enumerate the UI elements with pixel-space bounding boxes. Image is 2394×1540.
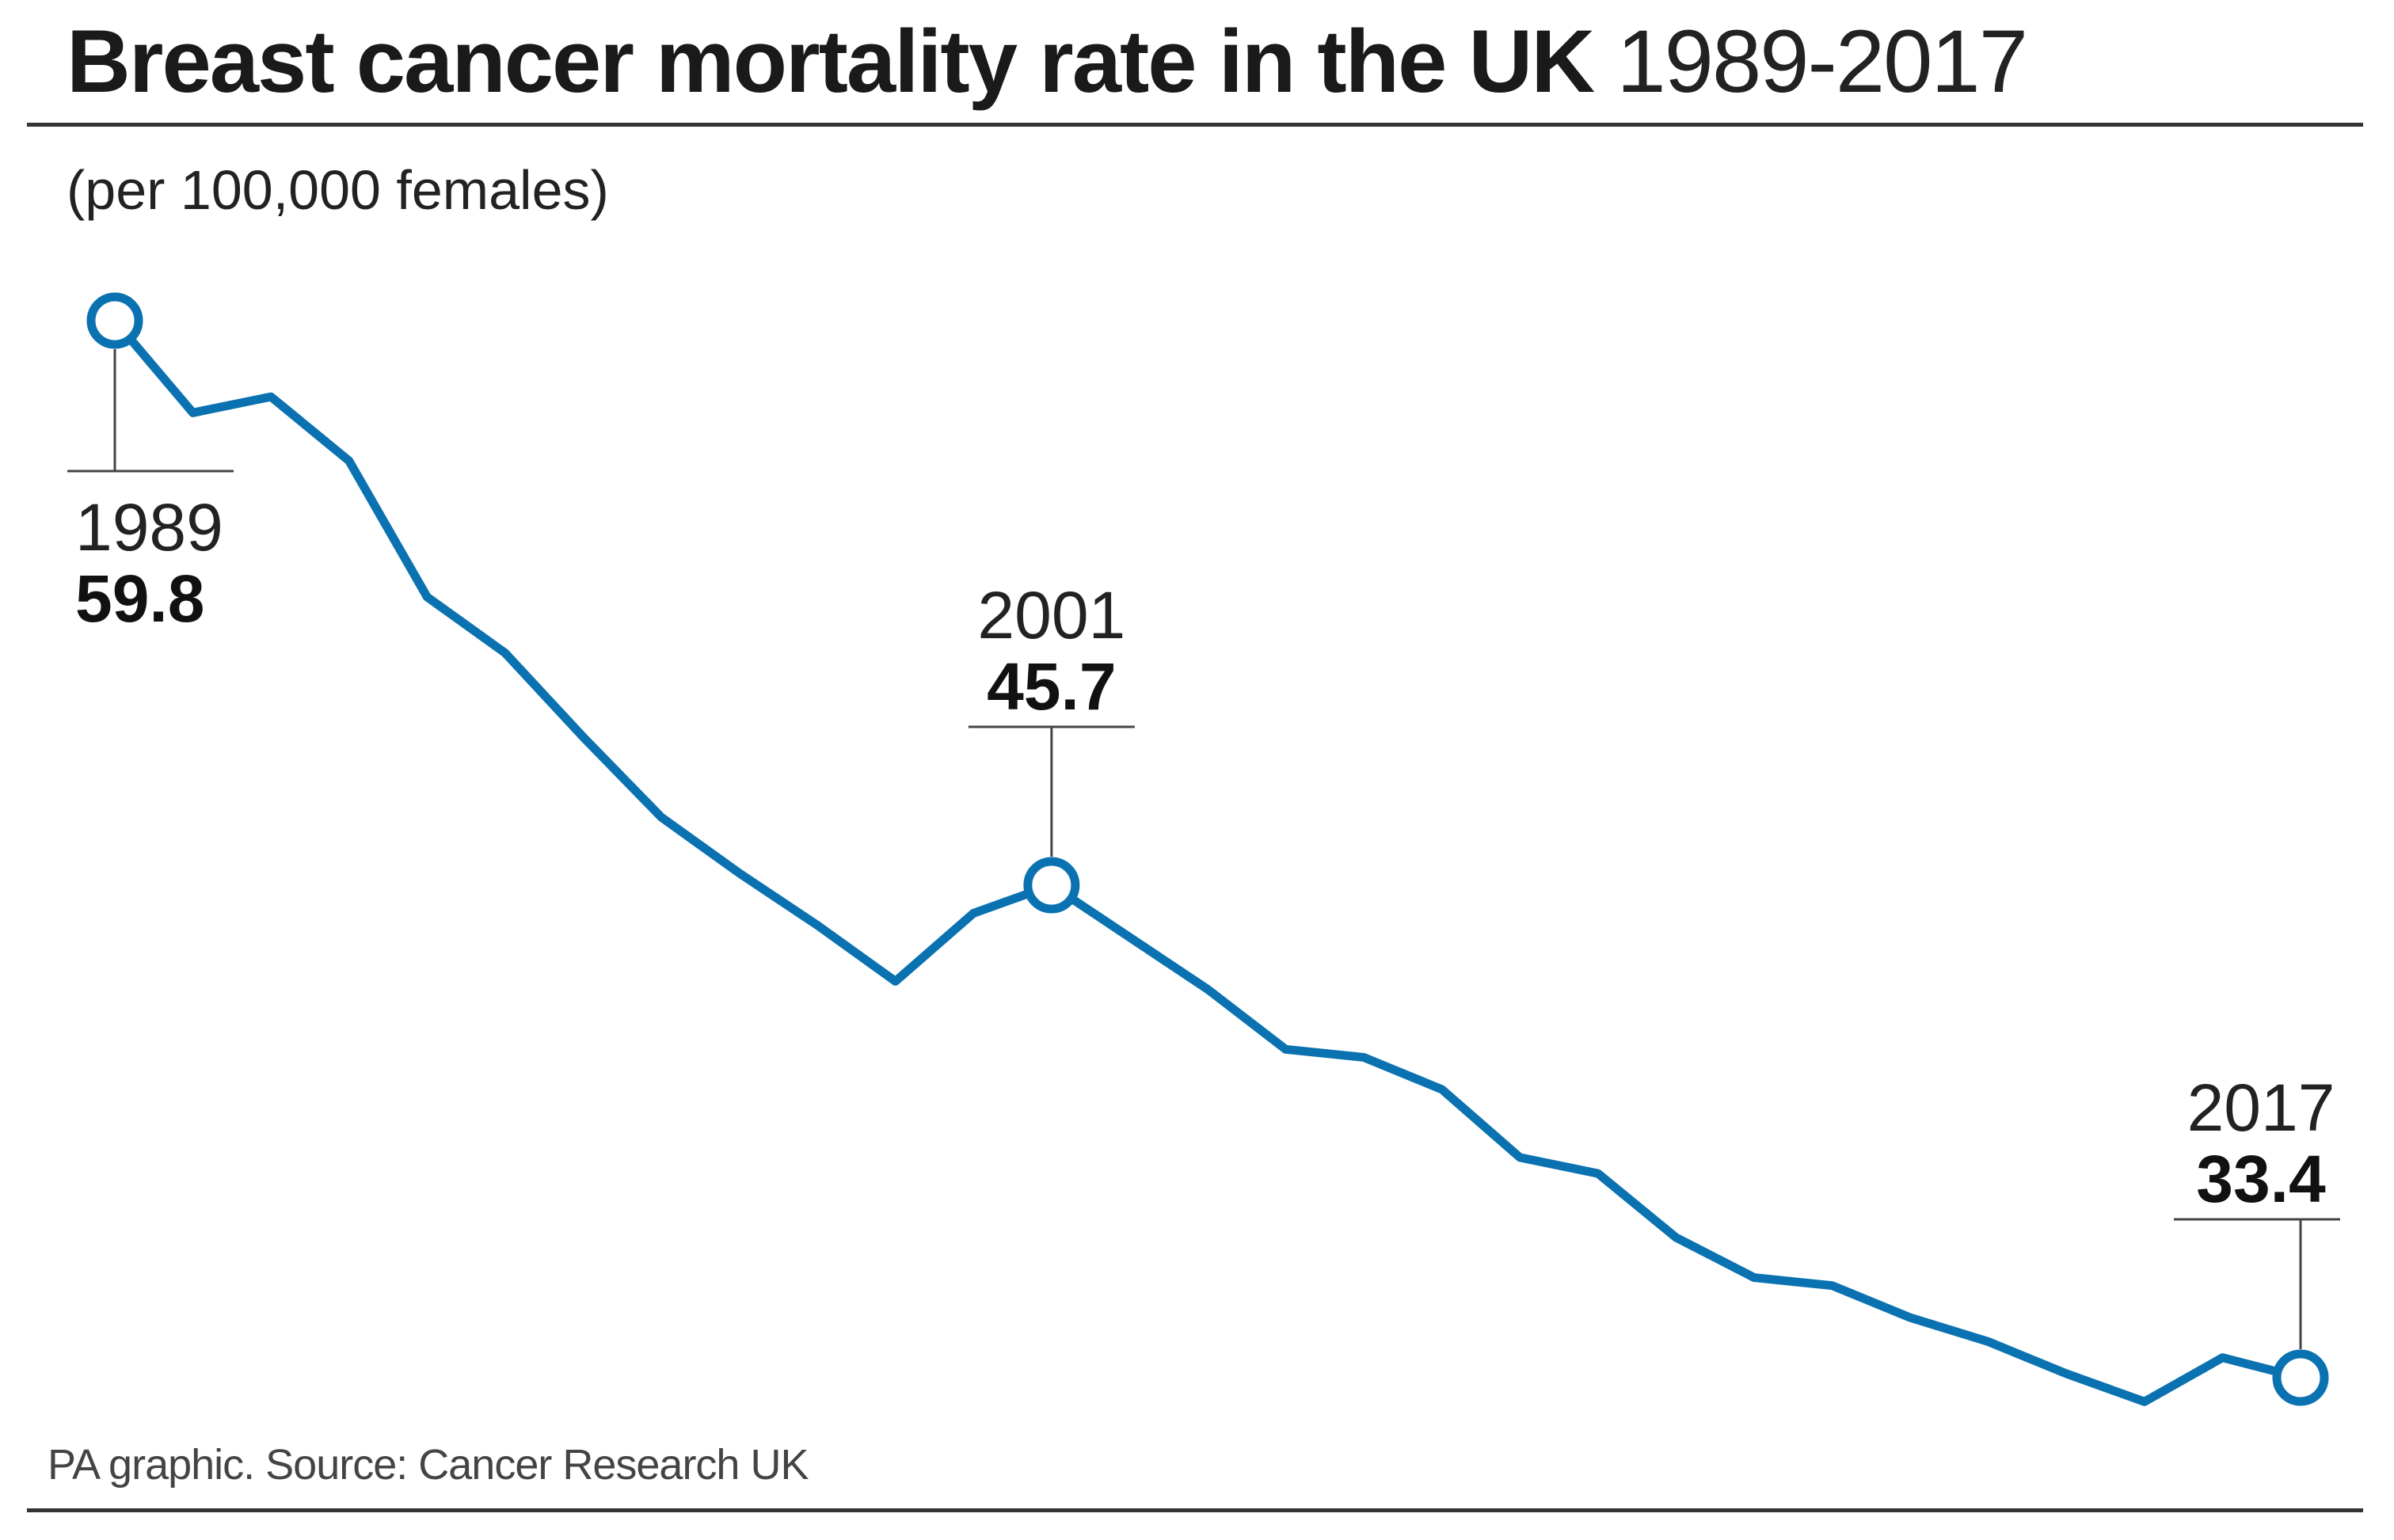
bottom-divider [27,1508,2363,1512]
data-point-2001 [1023,857,1080,914]
annotation-1989-value: 59.8 [75,561,205,636]
chart-title-main: Breast cancer mortality rate in the UK [67,12,1595,111]
chart-title-years: 1989-2017 [1616,12,2028,111]
data-point-1989 [86,292,143,349]
annotation-1989-year: 1989 [75,490,223,565]
chart-subtitle: (per 100,000 females) [67,159,609,221]
annotation-2017-value: 33.4 [2196,1142,2326,1216]
annotation-2001-value: 45.7 [987,649,1117,724]
source-note: PA graphic. Source: Cancer Research UK [48,1441,809,1489]
chart-title: Breast cancer mortality rate in the UK 1… [67,6,2028,117]
annotation-2001-year: 2001 [977,578,1125,652]
data-point-2017 [2272,1349,2329,1406]
series-line-mortality [110,316,2305,1406]
marker-layer [86,292,2329,1406]
annotation-2017-year: 2017 [2187,1070,2335,1145]
top-divider [27,123,2363,127]
